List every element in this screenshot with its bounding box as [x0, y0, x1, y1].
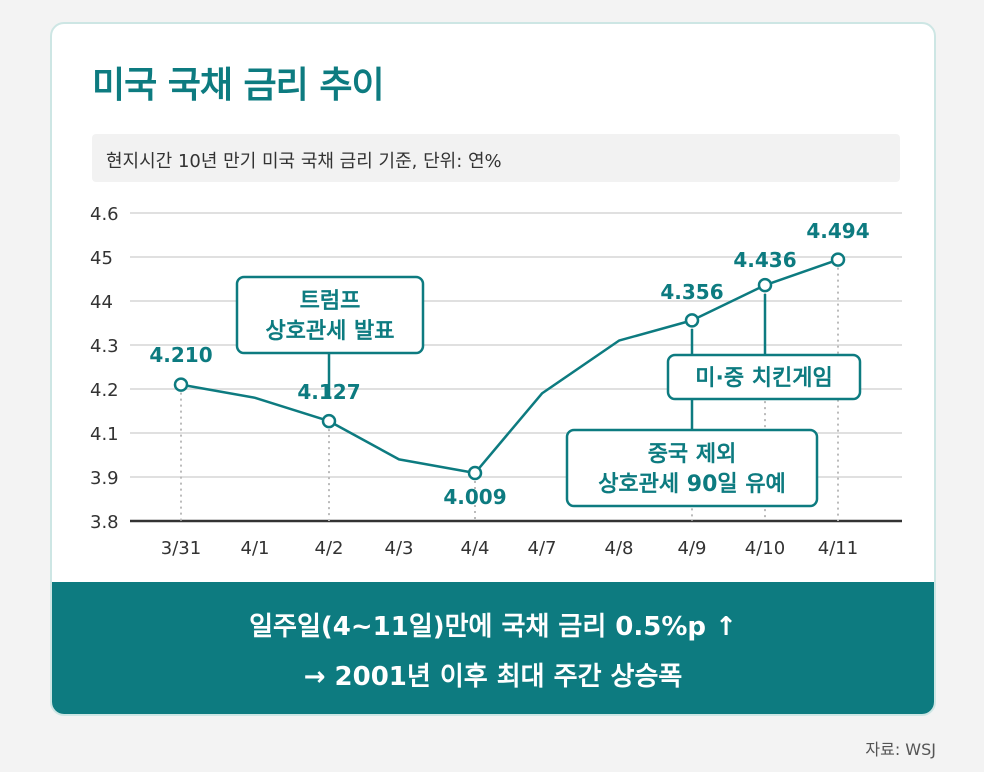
y-tick-label: 3.8 [90, 512, 119, 533]
annotation-text: 미·중 치킨게임 [695, 366, 832, 391]
x-tick-label: 4/10 [745, 538, 785, 559]
y-tick-label: 44 [90, 292, 113, 313]
data-label: 4.210 [149, 343, 212, 367]
x-tick-label: 4/1 [241, 538, 270, 559]
y-tick-label: 4.2 [90, 380, 119, 401]
x-tick-label: 4/7 [528, 538, 557, 559]
annotation-text: 상호관세 90일 유예 [598, 472, 786, 497]
data-label: 4.436 [733, 248, 796, 272]
annotation-frame [565, 428, 819, 508]
series-line [180, 258, 839, 475]
x-tick-label: 4/9 [678, 538, 707, 559]
annotation-text: 중국 제외 [648, 442, 737, 467]
y-tick-label: 4.1 [90, 424, 119, 445]
x-tick-label: 3/31 [161, 538, 201, 559]
chart-subtitle: 현지시간 10년 만기 미국 국채 금리 기준, 단위: 연% [106, 151, 502, 172]
annotation-frame [666, 353, 862, 401]
x-tick-label: 4/11 [818, 538, 858, 559]
annotation-box: 미·중 치킨게임 [666, 353, 862, 401]
summary-line-2: → 2001년 이후 최대 주간 상승폭 [303, 662, 683, 692]
line-chart: 4.6 45 44 4.3 4.2 4.1 3.9 3.8 3/31 4/1 4/2 4/3 4/4 4/… [90, 204, 902, 559]
data-point [467, 465, 483, 481]
y-tick-label: 4.6 [90, 204, 119, 225]
data-point [830, 252, 846, 267]
chart-card: 미국 국채 금리 추이 현지시간 10년 만기 미국 국채 금리 기준, 단위:… [50, 22, 936, 716]
data-label: 4.494 [806, 219, 869, 243]
x-tick-label: 4/2 [315, 538, 344, 559]
chart-title: 미국 국채 금리 추이 [92, 65, 385, 106]
annotation-text: 상호관세 발표 [265, 319, 394, 344]
data-label: 4.009 [443, 485, 506, 509]
data-point [684, 313, 700, 328]
x-tick-label: 4/8 [605, 538, 634, 559]
annotation-frame [235, 275, 425, 355]
summary-banner: 일주일(4~11일)만에 국채 금리 0.5%p ↑ → 2001년 이후 최대… [52, 582, 934, 714]
data-point [757, 277, 773, 293]
annotation-text: 트럼프 [300, 289, 361, 314]
x-tick-label: 4/3 [385, 538, 414, 559]
source-note: 자료: WSJ [865, 740, 936, 759]
y-tick-label: 4.3 [90, 336, 119, 357]
data-label: 4.127 [297, 380, 360, 404]
summary-line-1: 일주일(4~11일)만에 국채 금리 0.5%p ↑ [249, 612, 737, 642]
x-tick-label: 4/4 [461, 538, 490, 559]
data-point [321, 413, 337, 429]
y-tick-label: 45 [90, 248, 113, 269]
subtitle-bar: 현지시간 10년 만기 미국 국채 금리 기준, 단위: 연% [92, 134, 900, 182]
data-point [173, 377, 189, 392]
y-tick-label: 3.9 [90, 468, 119, 489]
data-label: 4.356 [660, 280, 723, 304]
